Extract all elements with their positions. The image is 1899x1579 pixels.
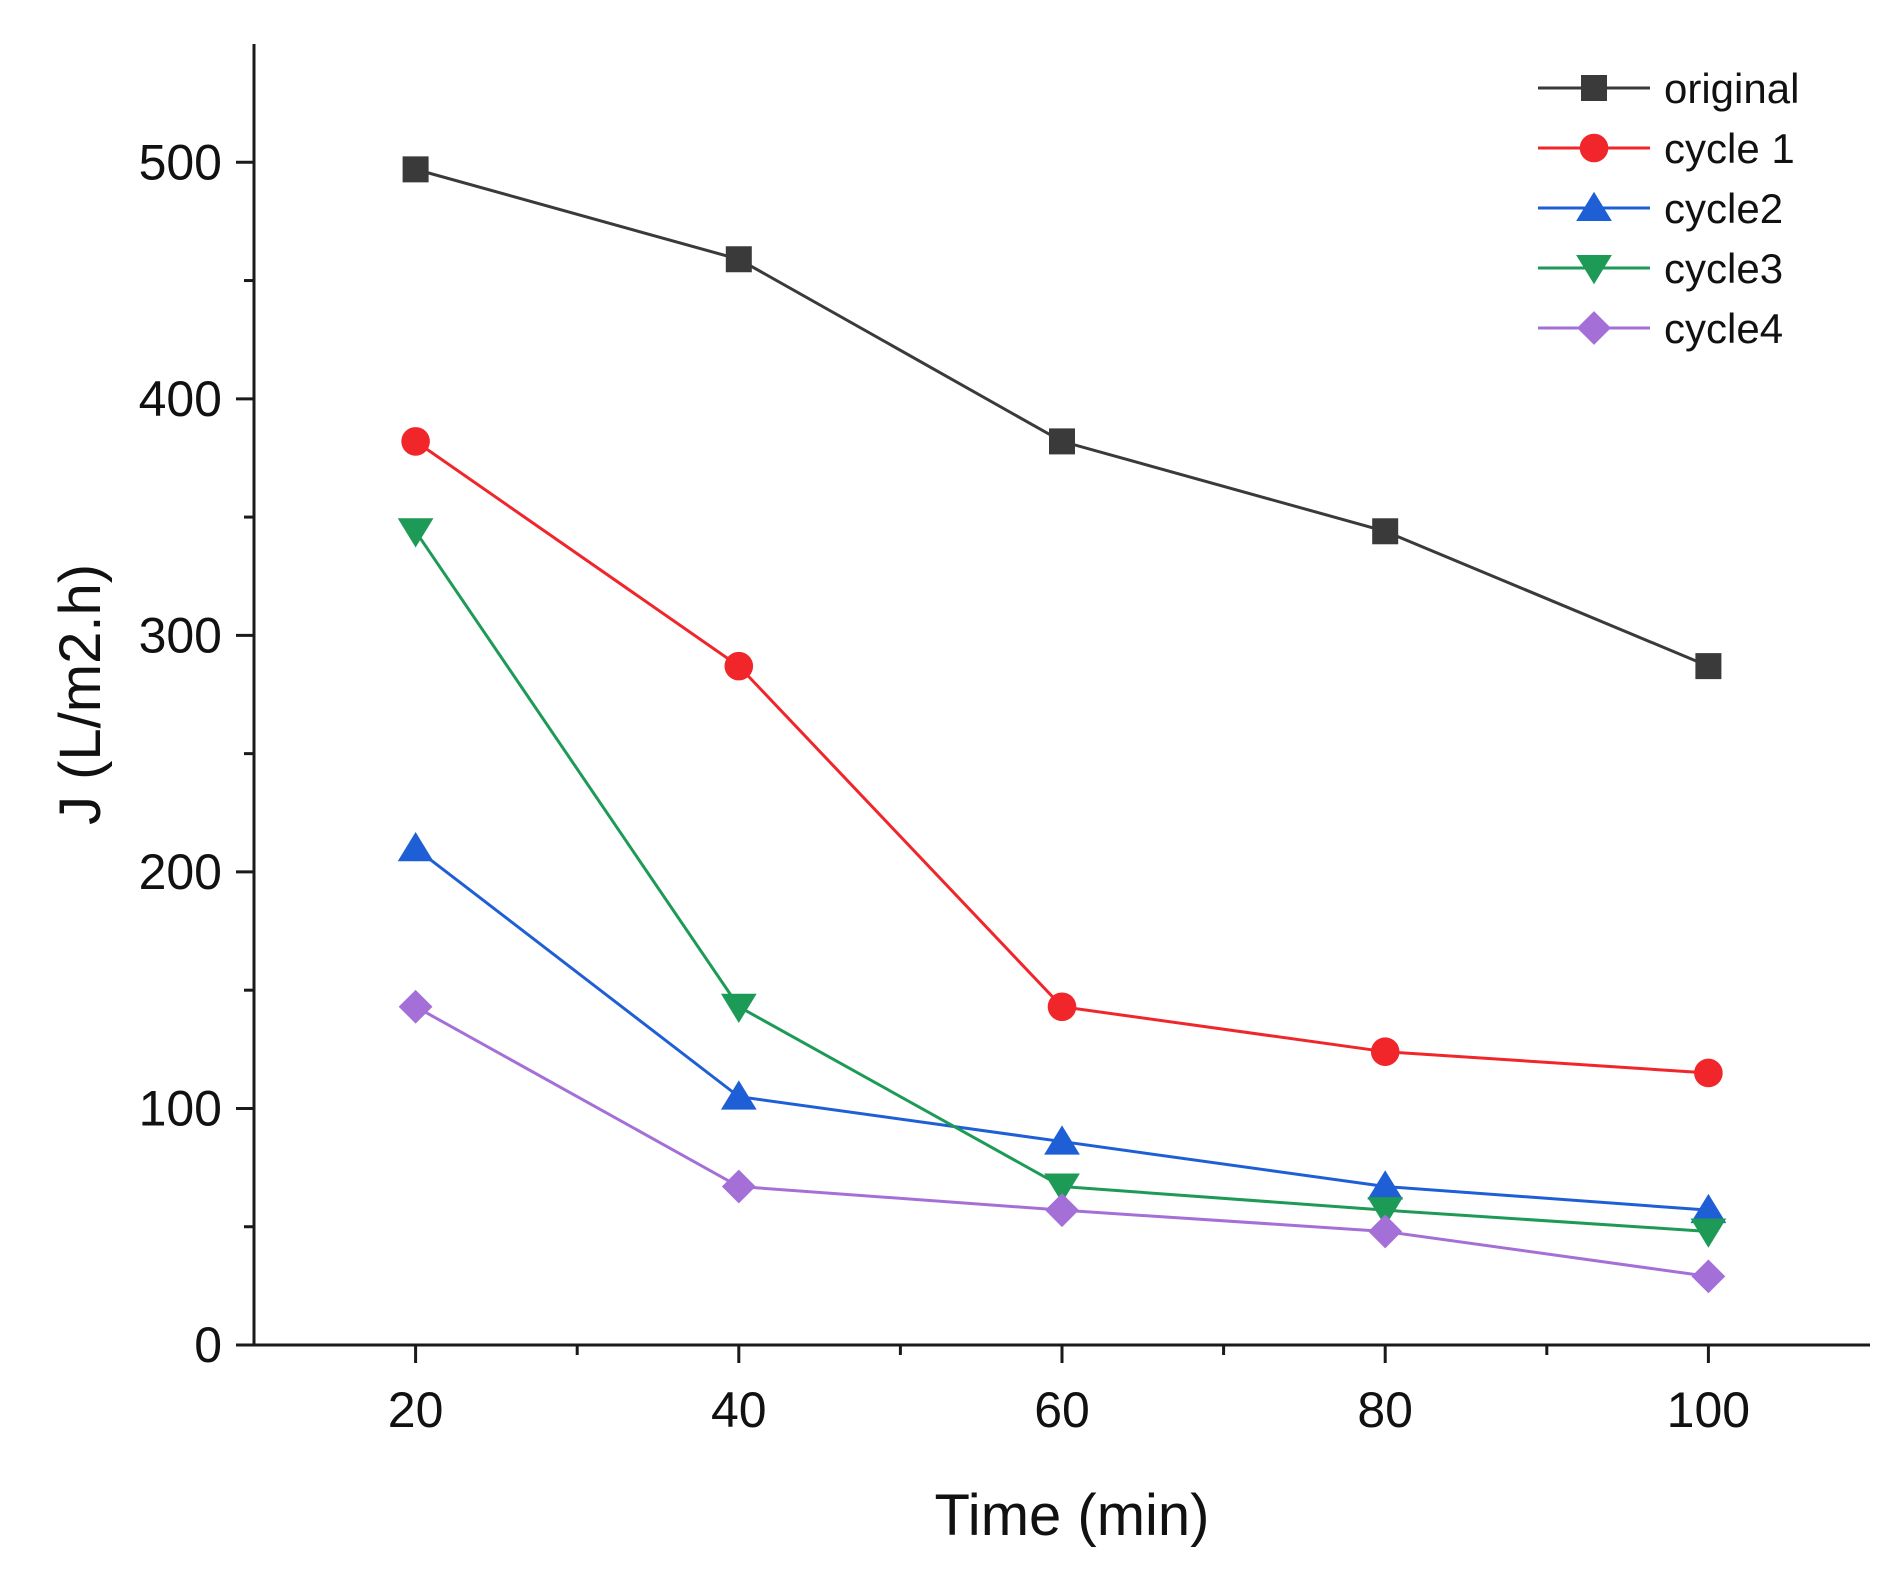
- y-tick-label: 400: [139, 371, 222, 427]
- y-tick-label: 100: [139, 1080, 222, 1136]
- legend-label: cycle4: [1664, 305, 1783, 352]
- series-cycle3: [397, 518, 1727, 1248]
- legend-item: cycle4: [1538, 305, 1783, 352]
- y-axis-title: J (L/m2.h): [48, 564, 113, 825]
- legend-label: cycle 1: [1664, 125, 1795, 172]
- data-point: [398, 989, 433, 1024]
- data-point: [1690, 1218, 1727, 1248]
- data-point: [397, 518, 434, 548]
- x-tick-label: 40: [711, 1382, 767, 1438]
- series-cycle-1: [401, 427, 1723, 1088]
- legend-item: cycle3: [1538, 245, 1783, 292]
- data-point: [1045, 1193, 1079, 1228]
- legend-item: cycle2: [1538, 185, 1783, 232]
- series-layer: [397, 156, 1727, 1294]
- data-point: [1691, 1259, 1726, 1294]
- data-point: [1695, 653, 1722, 680]
- data-point: [1368, 1214, 1403, 1249]
- data-point: [401, 427, 430, 456]
- data-point: [1690, 1193, 1727, 1224]
- data-point: [1370, 1037, 1400, 1066]
- x-axis: 20 40 60 80 100: [388, 1345, 1750, 1438]
- x-axis-title: Time (min): [935, 1483, 1210, 1548]
- y-tick-label: 300: [139, 607, 222, 663]
- data-point: [1367, 1197, 1404, 1227]
- legend-marker: [1577, 311, 1611, 345]
- data-point: [1049, 428, 1075, 455]
- data-point: [1044, 1173, 1080, 1203]
- y-tick-label: 200: [139, 844, 222, 900]
- series-cycle2: [397, 832, 1727, 1224]
- y-tick-label: 0: [194, 1317, 222, 1373]
- legend-item: original: [1538, 65, 1799, 112]
- legend: original cycle 1 cycle2 cycle3 cycle4: [1538, 65, 1799, 352]
- series-original: [402, 156, 1722, 680]
- series-line: [414, 847, 1709, 1212]
- data-point: [725, 246, 752, 273]
- data-point: [1367, 1170, 1404, 1200]
- y-axis: 0 100 200 300 400 500: [139, 134, 254, 1373]
- legend-marker: [1576, 255, 1612, 285]
- series-line: [414, 440, 1709, 1075]
- data-point: [721, 1169, 756, 1204]
- legend-item: cycle 1: [1538, 125, 1795, 172]
- data-point: [1694, 1058, 1723, 1088]
- legend-marker: [1581, 75, 1607, 101]
- legend-marker: [1576, 191, 1612, 221]
- x-tick-label: 20: [388, 1382, 444, 1438]
- data-point: [1044, 1125, 1080, 1155]
- data-point: [1372, 518, 1399, 545]
- data-point: [397, 832, 434, 862]
- data-point: [402, 156, 429, 183]
- legend-marker: [1579, 133, 1609, 163]
- x-tick-label: 60: [1034, 1382, 1090, 1438]
- data-point: [720, 993, 757, 1023]
- series-cycle4: [398, 989, 1726, 1294]
- data-point: [724, 651, 754, 681]
- data-point: [1047, 992, 1077, 1022]
- y-tick-label: 500: [139, 134, 222, 190]
- series-line: [415, 167, 1709, 668]
- legend-label: cycle3: [1664, 245, 1783, 292]
- legend-label: original: [1664, 65, 1799, 112]
- legend-label: cycle2: [1664, 185, 1783, 232]
- x-tick-label: 80: [1357, 1382, 1413, 1438]
- data-point: [720, 1080, 757, 1110]
- x-tick-label: 100: [1667, 1382, 1750, 1438]
